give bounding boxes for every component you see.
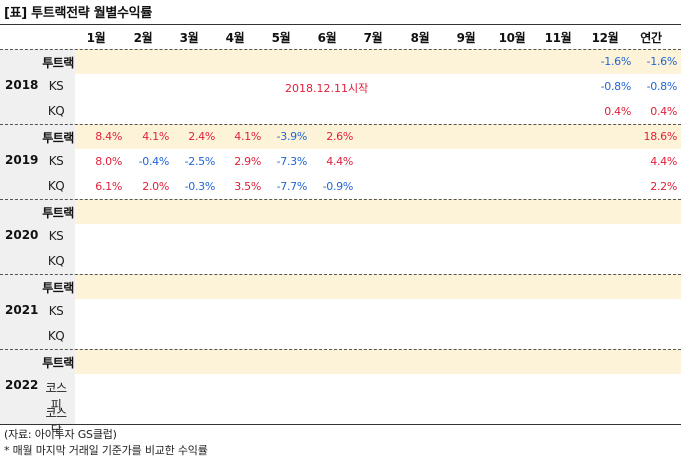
return-cell: 18.6% [643, 130, 678, 143]
page-title: [표] 투트랙전략 월별수익률 [4, 6, 152, 21]
group-separator [0, 49, 681, 50]
table-header: 1월 2월 3월 4월 5월 6월 7월 8월 9월 10월 11월 12월 연간 [0, 24, 681, 50]
return-cell: 3.5% [234, 180, 261, 193]
return-cell: -2.5% [184, 155, 216, 168]
return-cell: 2.0% [142, 180, 169, 193]
row-label: KQ [47, 179, 65, 193]
return-cell: 4.4% [650, 155, 677, 168]
return-cell: -7.7% [276, 180, 308, 193]
source-note: (자료: 아이투자 GS클럽) [4, 428, 117, 441]
year-label-bg [0, 49, 75, 124]
return-cell: -0.3% [184, 180, 216, 193]
year-label: 2020 [5, 228, 39, 242]
row-label: 투트랙 [42, 356, 74, 370]
group-separator [0, 274, 681, 275]
return-cell: 6.1% [95, 180, 122, 193]
row-label: KQ [47, 104, 65, 118]
year-label-bg [0, 199, 75, 274]
year-label-bg [0, 274, 75, 349]
column-header: 5월 [271, 31, 291, 45]
return-cell: 2.4% [188, 130, 215, 143]
row-label: 투트랙 [42, 56, 74, 70]
strategy-row-highlight [75, 124, 681, 149]
return-cell: -7.3% [276, 155, 308, 168]
column-header: 7월 [363, 31, 383, 45]
strategy-row-highlight [75, 49, 681, 74]
row-label: KS [48, 304, 64, 318]
row-label: KS [48, 79, 64, 93]
year-label-bg [0, 124, 75, 199]
row-label: KS [48, 229, 64, 243]
row-label: KS [48, 154, 64, 168]
column-header: 12월 [591, 31, 619, 45]
column-header: 10월 [498, 31, 526, 45]
strategy-row-highlight [75, 349, 681, 374]
return-cell: -0.4% [138, 155, 170, 168]
return-cell: 2.2% [650, 180, 677, 193]
strategy-row-highlight [75, 199, 681, 224]
column-header: 9월 [456, 31, 476, 45]
return-cell: 2.9% [234, 155, 261, 168]
column-header: 1월 [86, 31, 106, 45]
column-header: 4월 [225, 31, 245, 45]
column-header: 6월 [317, 31, 337, 45]
column-header: 8월 [410, 31, 430, 45]
row-label: 투트랙 [42, 281, 74, 295]
strategy-row-highlight [75, 274, 681, 299]
return-cell: -0.9% [322, 180, 354, 193]
return-cell: 8.0% [95, 155, 122, 168]
return-cell: -1.6% [646, 55, 678, 68]
return-cell: 4.1% [234, 130, 261, 143]
row-label: 투트랙 [42, 206, 74, 220]
row-label: 코스피 [45, 381, 67, 412]
column-header: 연간 [640, 31, 662, 45]
row-label: 투트랙 [42, 131, 74, 145]
return-cell: 8.4% [95, 130, 122, 143]
group-separator [0, 349, 681, 350]
column-header: 2월 [133, 31, 153, 45]
return-cell: -0.8% [600, 80, 632, 93]
return-cell: 0.4% [604, 105, 631, 118]
year-label: 2022 [5, 378, 39, 392]
group-separator [0, 124, 681, 125]
year-label: 2021 [5, 303, 39, 317]
row-label: KQ [47, 254, 65, 268]
year-label: 2018 [5, 78, 39, 92]
return-cell: 0.4% [650, 105, 677, 118]
return-cell: -0.8% [646, 80, 678, 93]
return-cell: 4.4% [326, 155, 353, 168]
return-cell: 2.6% [326, 130, 353, 143]
return-cell: -3.9% [276, 130, 308, 143]
column-header: 3월 [179, 31, 199, 45]
table-bottom-border [0, 424, 681, 425]
group-separator [0, 199, 681, 200]
return-cell: -1.6% [600, 55, 632, 68]
header-label-bg [0, 25, 75, 50]
year-label-bg [0, 349, 75, 424]
return-cell: 4.1% [142, 130, 169, 143]
row-label: 코스닥 [45, 406, 67, 437]
footnote: * 매월 마지막 거래일 기준가를 비교한 수익률 [4, 444, 208, 457]
start-date-note: 2018.12.11시작 [285, 82, 369, 95]
row-label: KQ [47, 329, 65, 343]
year-label: 2019 [5, 153, 39, 167]
column-header: 11월 [544, 31, 572, 45]
